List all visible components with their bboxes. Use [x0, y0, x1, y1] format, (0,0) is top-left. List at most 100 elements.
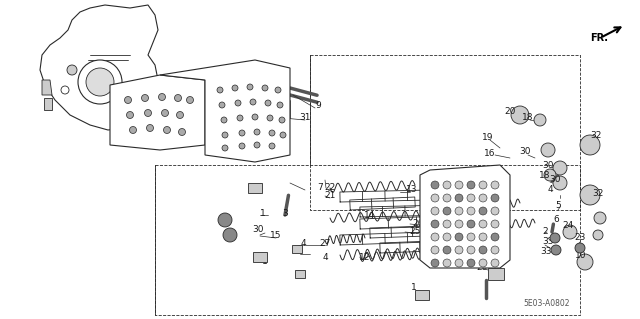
Circle shape: [239, 130, 245, 136]
Text: 30: 30: [549, 175, 561, 184]
Circle shape: [279, 117, 285, 123]
Circle shape: [467, 207, 475, 215]
Text: 6: 6: [553, 214, 559, 224]
Polygon shape: [40, 5, 158, 130]
Text: 31: 31: [264, 125, 276, 135]
Circle shape: [222, 145, 228, 151]
Circle shape: [563, 225, 577, 239]
Text: 4: 4: [322, 254, 328, 263]
Circle shape: [479, 220, 487, 228]
Text: 3: 3: [282, 210, 288, 219]
Circle shape: [455, 207, 463, 215]
Text: 4: 4: [300, 239, 306, 248]
Circle shape: [262, 85, 268, 91]
Circle shape: [550, 233, 560, 243]
Circle shape: [223, 228, 237, 242]
Text: 14: 14: [364, 211, 376, 220]
Circle shape: [431, 246, 439, 254]
Text: 22: 22: [324, 183, 335, 192]
Text: 10: 10: [575, 250, 587, 259]
Text: 31: 31: [300, 114, 311, 122]
Circle shape: [534, 114, 546, 126]
Circle shape: [431, 259, 439, 267]
Text: 12: 12: [359, 253, 371, 262]
Circle shape: [252, 114, 258, 120]
Text: 20: 20: [504, 108, 516, 116]
Text: 9: 9: [315, 101, 321, 110]
Circle shape: [222, 132, 228, 138]
Circle shape: [593, 230, 603, 240]
Circle shape: [161, 109, 168, 116]
Circle shape: [479, 246, 487, 254]
Text: 25: 25: [410, 227, 420, 236]
Circle shape: [250, 99, 256, 105]
Text: 8: 8: [459, 196, 465, 204]
Circle shape: [443, 207, 451, 215]
Polygon shape: [420, 165, 510, 268]
Circle shape: [443, 181, 451, 189]
Circle shape: [443, 246, 451, 254]
Text: 7: 7: [317, 183, 323, 192]
Text: 5E03-A0802: 5E03-A0802: [524, 299, 570, 308]
Circle shape: [443, 220, 451, 228]
Circle shape: [455, 233, 463, 241]
Bar: [248, 183, 262, 193]
Circle shape: [455, 194, 463, 202]
Circle shape: [479, 207, 487, 215]
Circle shape: [145, 109, 152, 116]
Circle shape: [217, 87, 223, 93]
Circle shape: [491, 259, 499, 267]
Circle shape: [237, 115, 243, 121]
Text: 11: 11: [426, 243, 438, 253]
Polygon shape: [110, 75, 205, 150]
Circle shape: [455, 181, 463, 189]
Circle shape: [491, 207, 499, 215]
Circle shape: [443, 259, 451, 267]
Text: 23: 23: [574, 234, 586, 242]
Bar: [253, 252, 267, 262]
Circle shape: [159, 93, 166, 100]
Text: 5: 5: [555, 202, 561, 211]
Circle shape: [479, 181, 487, 189]
Text: 32: 32: [590, 130, 602, 139]
Text: 18: 18: [522, 114, 534, 122]
Circle shape: [541, 143, 555, 157]
Text: 21: 21: [324, 191, 336, 201]
Text: 13: 13: [406, 186, 418, 195]
Bar: [415, 290, 429, 300]
Text: 4: 4: [547, 186, 553, 195]
Circle shape: [254, 129, 260, 135]
Circle shape: [127, 112, 134, 118]
Bar: [295, 270, 305, 278]
Circle shape: [467, 259, 475, 267]
Circle shape: [86, 68, 114, 96]
Circle shape: [163, 127, 170, 133]
Text: 1: 1: [411, 284, 417, 293]
Circle shape: [179, 129, 186, 136]
Circle shape: [277, 102, 283, 108]
Circle shape: [219, 102, 225, 108]
Circle shape: [455, 259, 463, 267]
Circle shape: [254, 142, 260, 148]
Circle shape: [575, 243, 585, 253]
Circle shape: [491, 194, 499, 202]
Circle shape: [479, 233, 487, 241]
Circle shape: [467, 194, 475, 202]
Text: 1: 1: [260, 209, 266, 218]
Text: 18: 18: [540, 172, 551, 181]
Circle shape: [455, 220, 463, 228]
Text: 32: 32: [592, 189, 604, 197]
Circle shape: [491, 181, 499, 189]
Circle shape: [61, 86, 69, 94]
Circle shape: [431, 194, 439, 202]
Bar: [488, 268, 504, 280]
Circle shape: [580, 135, 600, 155]
Text: 33: 33: [540, 248, 552, 256]
Circle shape: [186, 97, 193, 103]
Text: 33: 33: [542, 236, 554, 246]
Circle shape: [580, 185, 600, 205]
Circle shape: [551, 245, 561, 255]
Circle shape: [78, 60, 122, 104]
Text: 16: 16: [484, 149, 496, 158]
Circle shape: [594, 212, 606, 224]
